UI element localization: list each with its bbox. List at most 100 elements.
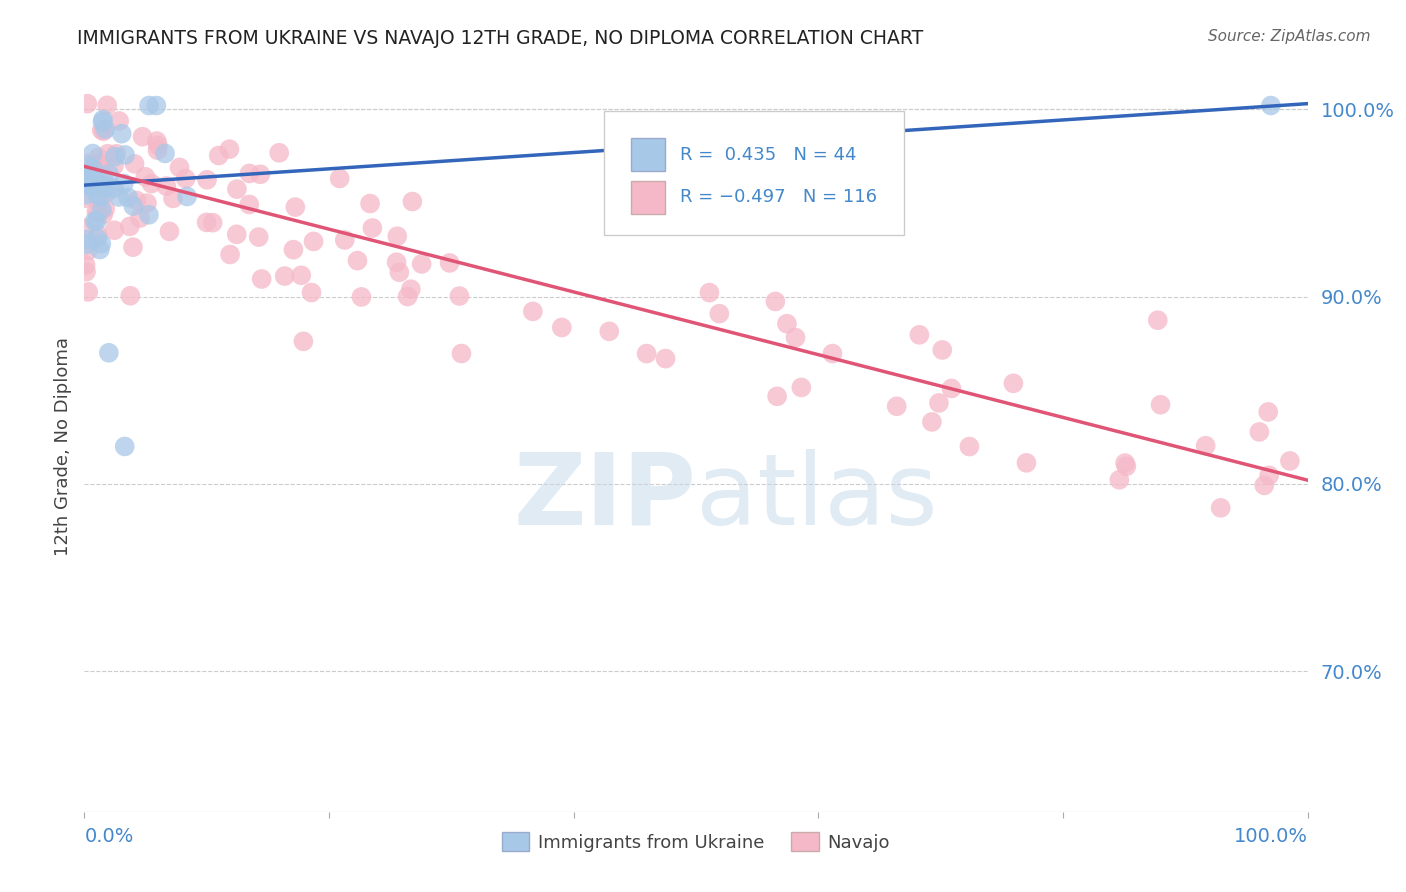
Point <box>138 208 160 222</box>
Point <box>790 380 813 394</box>
Point <box>75 221 97 235</box>
Legend: Immigrants from Ukraine, Navajo: Immigrants from Ukraine, Navajo <box>495 825 897 859</box>
Point <box>90 236 112 251</box>
Point <box>94 186 117 200</box>
Point <box>1249 425 1271 439</box>
Point <box>1260 98 1282 112</box>
Point <box>654 351 676 366</box>
Text: Source: ZipAtlas.com: Source: ZipAtlas.com <box>1208 29 1371 44</box>
Point <box>122 240 145 254</box>
Point <box>77 159 100 173</box>
Point <box>290 268 312 283</box>
Point <box>176 189 198 203</box>
Point <box>76 244 98 258</box>
Point <box>195 173 218 187</box>
Point <box>124 157 146 171</box>
Point <box>91 207 114 221</box>
Point <box>134 169 156 184</box>
Point <box>120 289 142 303</box>
Point <box>387 229 409 244</box>
Point <box>450 346 472 360</box>
Point <box>79 178 101 193</box>
Point <box>131 129 153 144</box>
Point <box>98 167 121 181</box>
Point <box>90 202 112 217</box>
Point <box>284 200 307 214</box>
Point <box>269 145 291 160</box>
Point <box>785 330 807 344</box>
Point <box>636 346 658 360</box>
Point <box>146 134 169 148</box>
Point <box>108 190 131 204</box>
Point <box>598 324 620 338</box>
Point <box>75 265 97 279</box>
Point <box>89 159 111 173</box>
Point <box>1146 313 1168 327</box>
Point <box>301 285 323 300</box>
Point <box>105 146 128 161</box>
Point <box>1257 405 1279 419</box>
Point <box>75 187 97 202</box>
Point <box>87 151 110 165</box>
Point <box>114 148 136 162</box>
Point <box>114 439 136 453</box>
Point <box>93 124 115 138</box>
Point <box>80 179 103 194</box>
Point <box>86 227 108 242</box>
Point <box>941 381 963 395</box>
Point <box>82 146 104 161</box>
Point <box>401 194 423 209</box>
Point <box>1015 456 1038 470</box>
Point <box>921 415 943 429</box>
Point <box>1115 459 1137 474</box>
Point <box>699 285 721 300</box>
Point <box>1149 398 1171 412</box>
Point <box>908 327 931 342</box>
Text: IMMIGRANTS FROM UKRAINE VS NAVAJO 12TH GRADE, NO DIPLOMA CORRELATION CHART: IMMIGRANTS FROM UKRAINE VS NAVAJO 12TH G… <box>77 29 924 47</box>
Point <box>1258 468 1281 483</box>
Point <box>201 216 224 230</box>
Point <box>1108 473 1130 487</box>
Point <box>129 211 152 225</box>
Point <box>928 396 950 410</box>
Point <box>89 243 111 257</box>
Bar <box>631 181 665 214</box>
Point <box>396 289 419 303</box>
Point <box>333 233 356 247</box>
Point <box>91 112 114 127</box>
Point <box>153 146 176 161</box>
Point <box>87 206 110 220</box>
Point <box>931 343 953 357</box>
Point <box>146 138 169 153</box>
Point <box>218 142 240 156</box>
Point <box>766 389 789 403</box>
Point <box>75 178 97 192</box>
Point <box>103 223 125 237</box>
Point <box>75 169 97 183</box>
Point <box>329 171 352 186</box>
Point <box>346 253 368 268</box>
Point <box>522 304 544 318</box>
Point <box>76 232 98 246</box>
Point <box>86 186 108 201</box>
Text: ZIP: ZIP <box>513 449 696 546</box>
Point <box>350 290 373 304</box>
Point <box>117 190 139 204</box>
Point <box>886 399 908 413</box>
Point <box>388 265 411 279</box>
Point <box>111 127 134 141</box>
Point <box>97 345 120 359</box>
Point <box>361 221 384 235</box>
Point <box>104 150 127 164</box>
Text: R = −0.497   N = 116: R = −0.497 N = 116 <box>681 188 877 206</box>
Point <box>821 346 844 360</box>
Point <box>86 231 108 245</box>
Point <box>399 282 422 296</box>
FancyBboxPatch shape <box>605 112 904 235</box>
Point <box>195 215 218 229</box>
Point <box>439 256 461 270</box>
Point <box>94 122 117 136</box>
Point <box>76 156 98 170</box>
Point <box>87 194 110 208</box>
Point <box>274 269 297 284</box>
